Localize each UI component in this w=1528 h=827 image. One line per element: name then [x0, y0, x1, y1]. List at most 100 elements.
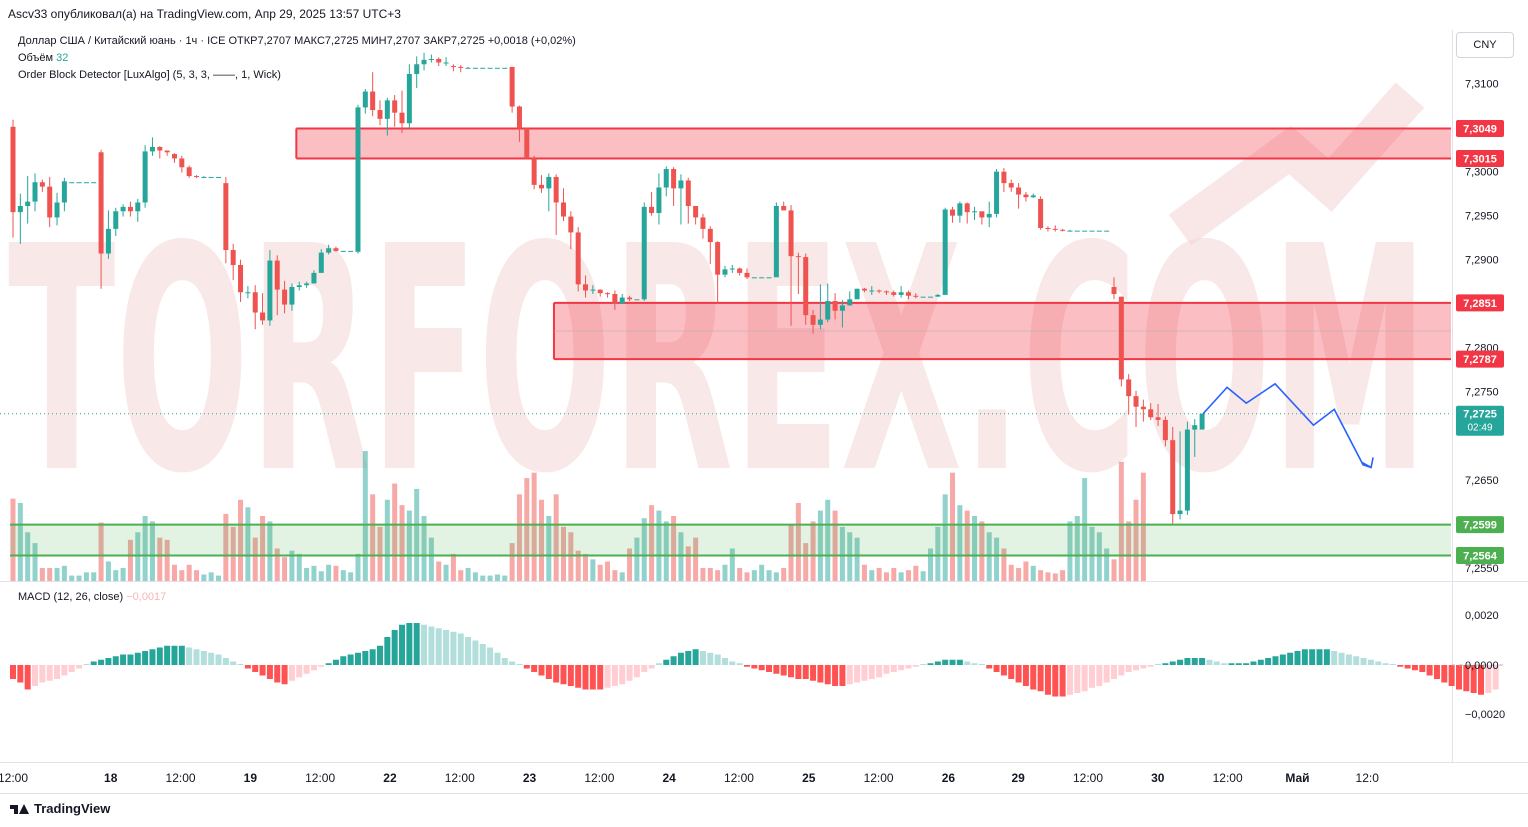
- volume-bar: [942, 494, 948, 581]
- macd-bar: [942, 659, 949, 665]
- candle: [693, 205, 699, 225]
- candle: [546, 173, 552, 212]
- candle: [260, 293, 266, 325]
- volume-value: 32: [56, 52, 69, 64]
- candle: [1155, 404, 1161, 427]
- macd-bar: [655, 663, 662, 665]
- candle-body: [891, 292, 897, 295]
- volume-bar: [597, 564, 603, 581]
- candle: [678, 174, 684, 225]
- volume-bar: [905, 570, 911, 581]
- macd-bar: [670, 656, 677, 665]
- candle: [245, 286, 251, 299]
- candle-body: [737, 268, 743, 273]
- candle-body: [920, 296, 926, 298]
- macd-bar: [186, 647, 193, 665]
- macd-bar: [68, 665, 75, 672]
- candle: [1111, 277, 1117, 300]
- macd-bar: [538, 665, 545, 676]
- candle-body: [1111, 286, 1117, 295]
- candle: [920, 296, 926, 298]
- time-tick-label: 29: [1012, 771, 1026, 785]
- candle: [355, 104, 361, 254]
- candle-body: [208, 176, 214, 178]
- candle: [1170, 426, 1176, 524]
- macd-bar: [193, 649, 200, 665]
- macd-bar: [1323, 649, 1330, 665]
- macd-bar: [633, 665, 640, 678]
- candle-body: [1067, 230, 1073, 232]
- candle-body: [443, 62, 449, 64]
- candle: [722, 265, 728, 278]
- macd-bar: [266, 665, 273, 679]
- candle-body: [333, 248, 339, 251]
- order-block-top-label-bg: [1456, 294, 1504, 312]
- candle-body: [605, 293, 611, 295]
- candle-body: [898, 292, 904, 295]
- macd-bar: [1382, 663, 1389, 665]
- volume-bar: [766, 570, 772, 581]
- candle-body: [972, 211, 978, 213]
- candle: [619, 294, 625, 304]
- candle-body: [957, 203, 963, 216]
- macd-bar: [876, 665, 883, 678]
- macd-bar: [1338, 652, 1345, 665]
- macd-bar: [1360, 658, 1367, 665]
- candle-body: [149, 147, 155, 152]
- volume-bar: [590, 559, 596, 581]
- candle-body: [1030, 195, 1036, 198]
- currency-button[interactable]: CNY: [1456, 32, 1514, 58]
- macd-bar: [1059, 665, 1066, 697]
- candle-body: [421, 59, 427, 65]
- volume-bar: [1023, 561, 1029, 581]
- volume-bar: [186, 564, 192, 581]
- footer-brand[interactable]: TradingView: [10, 801, 110, 816]
- macd-bar: [905, 665, 912, 669]
- volume-bar: [201, 574, 207, 581]
- candle-body: [311, 272, 317, 284]
- candle-body: [1001, 171, 1007, 184]
- price-tick-label: 7,3100: [1465, 79, 1499, 91]
- candle: [832, 293, 838, 320]
- volume-legend: Объём 32: [18, 52, 68, 64]
- macd-bar: [318, 665, 325, 667]
- candle: [964, 202, 970, 224]
- macd-bar: [1118, 665, 1125, 676]
- macd-bar: [721, 658, 728, 665]
- candle: [1184, 421, 1190, 515]
- candle: [32, 173, 38, 212]
- candle: [861, 287, 867, 293]
- volume-bar: [443, 564, 449, 581]
- time-tick-label: 12:00: [724, 771, 754, 785]
- macd-bar: [861, 665, 868, 681]
- candle: [304, 281, 310, 288]
- macd-bar: [1015, 665, 1022, 683]
- candle-body: [883, 291, 889, 293]
- macd-bar: [421, 624, 428, 665]
- candle: [1082, 230, 1088, 232]
- candle: [230, 243, 236, 280]
- candle: [348, 250, 354, 252]
- watermark-arrow-icon: [1168, 82, 1425, 246]
- volume-bar: [678, 532, 684, 581]
- volume-bar: [656, 510, 662, 581]
- order-block-top-label-bg: [1456, 120, 1504, 138]
- candle: [1016, 183, 1022, 209]
- candle: [61, 177, 67, 212]
- candle: [164, 150, 170, 156]
- candle: [289, 283, 295, 311]
- candle-body: [201, 176, 207, 178]
- macd-bar: [32, 665, 39, 686]
- macd-bar: [1250, 661, 1257, 665]
- candle: [590, 285, 596, 295]
- countdown-label: 02:49: [1467, 423, 1492, 434]
- candle-body: [267, 260, 273, 321]
- macd-tick-label: −0,0020: [1465, 709, 1505, 721]
- macd-bar: [237, 664, 244, 665]
- order-block-bottom-label: 7,3015: [1463, 153, 1497, 165]
- candle: [311, 270, 317, 284]
- volume-bar: [164, 539, 170, 581]
- candle-body: [1096, 230, 1102, 232]
- macd-bar: [281, 665, 288, 685]
